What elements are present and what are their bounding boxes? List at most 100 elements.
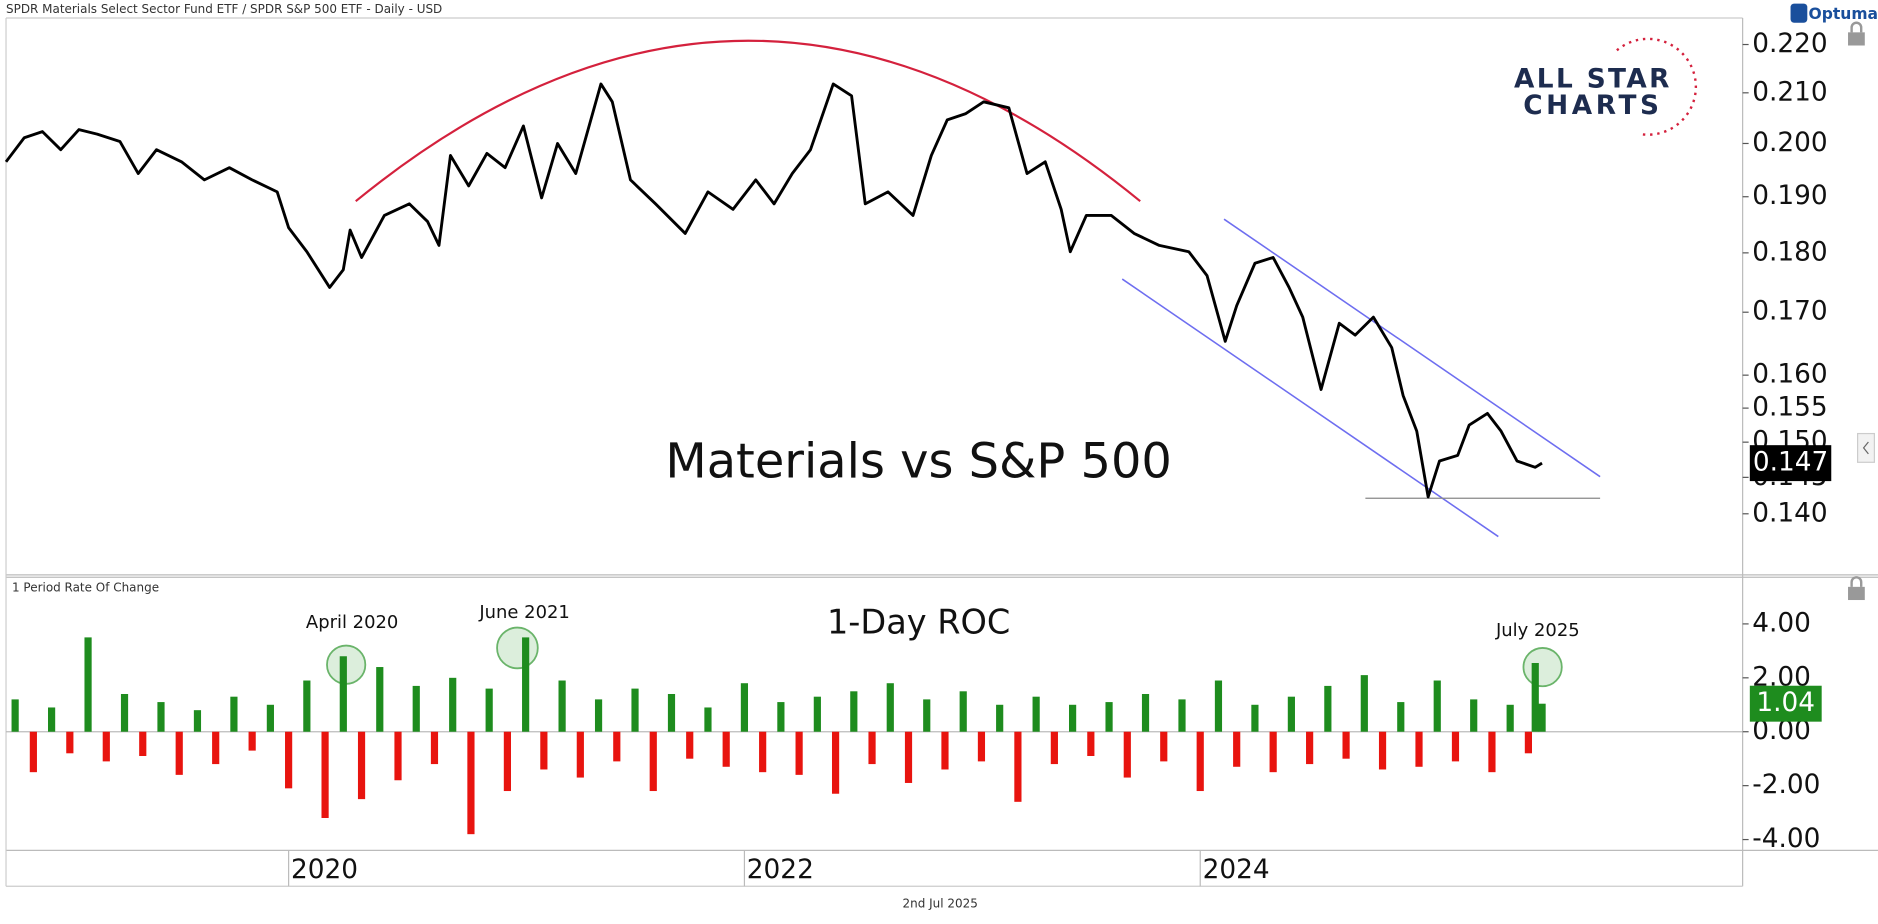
roc-bar — [1360, 675, 1368, 732]
roc-bar — [102, 731, 110, 762]
roc-bar — [1269, 731, 1277, 773]
roc-bar — [977, 731, 986, 762]
y-tick-label: 0.140 — [1752, 498, 1827, 528]
brand: Optuma — [1809, 5, 1878, 23]
logo-ring — [1616, 37, 1698, 136]
roc-bar — [120, 693, 129, 732]
logo-text: CHARTS — [1523, 91, 1662, 121]
roc-bar — [1105, 702, 1113, 732]
callout-circle — [496, 626, 539, 670]
roc-bar — [1014, 731, 1022, 802]
roc-bar — [1324, 685, 1332, 732]
roc-bar — [941, 731, 949, 770]
roc-bar — [1506, 704, 1514, 732]
roc-bar — [831, 731, 840, 794]
roc-bar — [212, 731, 220, 765]
last-value-box — [1749, 445, 1832, 482]
roc-bar — [722, 731, 730, 767]
y-tick-label: 0.220 — [1752, 29, 1827, 59]
y-tick-label: -4.00 — [1752, 824, 1820, 854]
chart-annotation: Materials vs S&P 500 — [665, 435, 1172, 490]
roc-bar — [485, 688, 493, 732]
roc-bar — [139, 731, 147, 756]
y-tick-label: -2.00 — [1752, 770, 1820, 800]
callout-label: April 2020 — [306, 612, 398, 633]
roc-bar — [394, 731, 402, 781]
x-tick-label: 2024 — [1203, 855, 1270, 885]
roc-bar — [1538, 703, 1546, 732]
y-tick-label: 4.00 — [1752, 608, 1811, 638]
roc-bar — [29, 731, 37, 773]
roc-bar — [667, 693, 676, 732]
roc-bar — [522, 637, 530, 732]
last-value-label: 1.04 — [1756, 688, 1815, 718]
roc-bar — [1233, 731, 1241, 767]
roc-bar — [1287, 696, 1295, 732]
logo-text: ALL STAR — [1514, 65, 1672, 95]
roc-bar — [467, 731, 475, 835]
y-tick-label: 0.210 — [1752, 77, 1827, 107]
roc-bar — [594, 699, 603, 732]
y-tick-label: 0.200 — [1752, 128, 1827, 158]
roc-bar — [1032, 696, 1040, 732]
roc-bar — [1050, 731, 1058, 765]
roc-bar — [996, 704, 1004, 732]
roc-bar — [84, 637, 92, 732]
roc-bar — [412, 685, 420, 732]
roc-bar — [1488, 731, 1496, 773]
roc-bar — [813, 696, 821, 732]
roc-bar — [1433, 680, 1441, 732]
roc-bar — [1087, 731, 1095, 756]
roc-bar — [11, 699, 19, 732]
channel-line — [1223, 218, 1601, 478]
roc-bar — [1342, 731, 1350, 759]
last-value-label: 0.147 — [1753, 448, 1828, 478]
roc-bar — [266, 704, 274, 732]
roc-bar — [1415, 731, 1423, 767]
channel-line — [1121, 278, 1499, 538]
roc-bar — [904, 731, 913, 783]
roc-bar — [303, 680, 311, 732]
price-line — [4, 82, 1543, 499]
lock-icon[interactable] — [1848, 21, 1865, 46]
lock-icon[interactable] — [1848, 576, 1865, 601]
brand-icon — [1790, 3, 1808, 23]
roc-bar — [1214, 680, 1223, 732]
roc-bar — [339, 656, 347, 732]
roc-bar — [1397, 702, 1405, 732]
collapse-button[interactable] — [1857, 432, 1875, 463]
roc-bar — [759, 731, 767, 773]
roc-bar — [193, 710, 202, 732]
callout-circle — [1522, 647, 1563, 688]
roc-bar — [1306, 731, 1314, 765]
roc-bar — [357, 731, 366, 800]
roc-bar — [704, 707, 712, 732]
roc-bar — [1378, 731, 1387, 770]
roc-bar — [1160, 731, 1168, 762]
pane-title: 1 Period Rate Of Change — [12, 581, 159, 595]
chart-annotation: 1-Day ROC — [827, 602, 1010, 641]
header: SPDR Materials Select Sector Fund ETF / … — [6, 2, 442, 16]
x-tick-label: 2020 — [291, 855, 358, 885]
last-value-box — [1749, 685, 1822, 722]
roc-bar — [850, 691, 858, 732]
roc-bar — [1196, 731, 1204, 792]
roc-bar — [886, 683, 894, 732]
roc-bar — [48, 707, 56, 732]
roc-bar — [1141, 693, 1150, 732]
roc-bar — [230, 696, 238, 732]
callout-label: July 2025 — [1495, 620, 1580, 641]
y-tick-label: 0.190 — [1752, 181, 1827, 211]
roc-bar — [686, 731, 694, 759]
y-tick-label: 0.180 — [1752, 237, 1827, 267]
footer-date: 2nd Jul 2025 — [903, 897, 978, 911]
roc-bar — [868, 731, 876, 765]
roc-bar — [1123, 731, 1131, 778]
roc-bar — [66, 731, 74, 754]
roc-bar — [576, 731, 584, 778]
roc-bar — [649, 731, 657, 792]
roc-bar — [1069, 704, 1077, 732]
callout-label: June 2021 — [478, 602, 569, 623]
